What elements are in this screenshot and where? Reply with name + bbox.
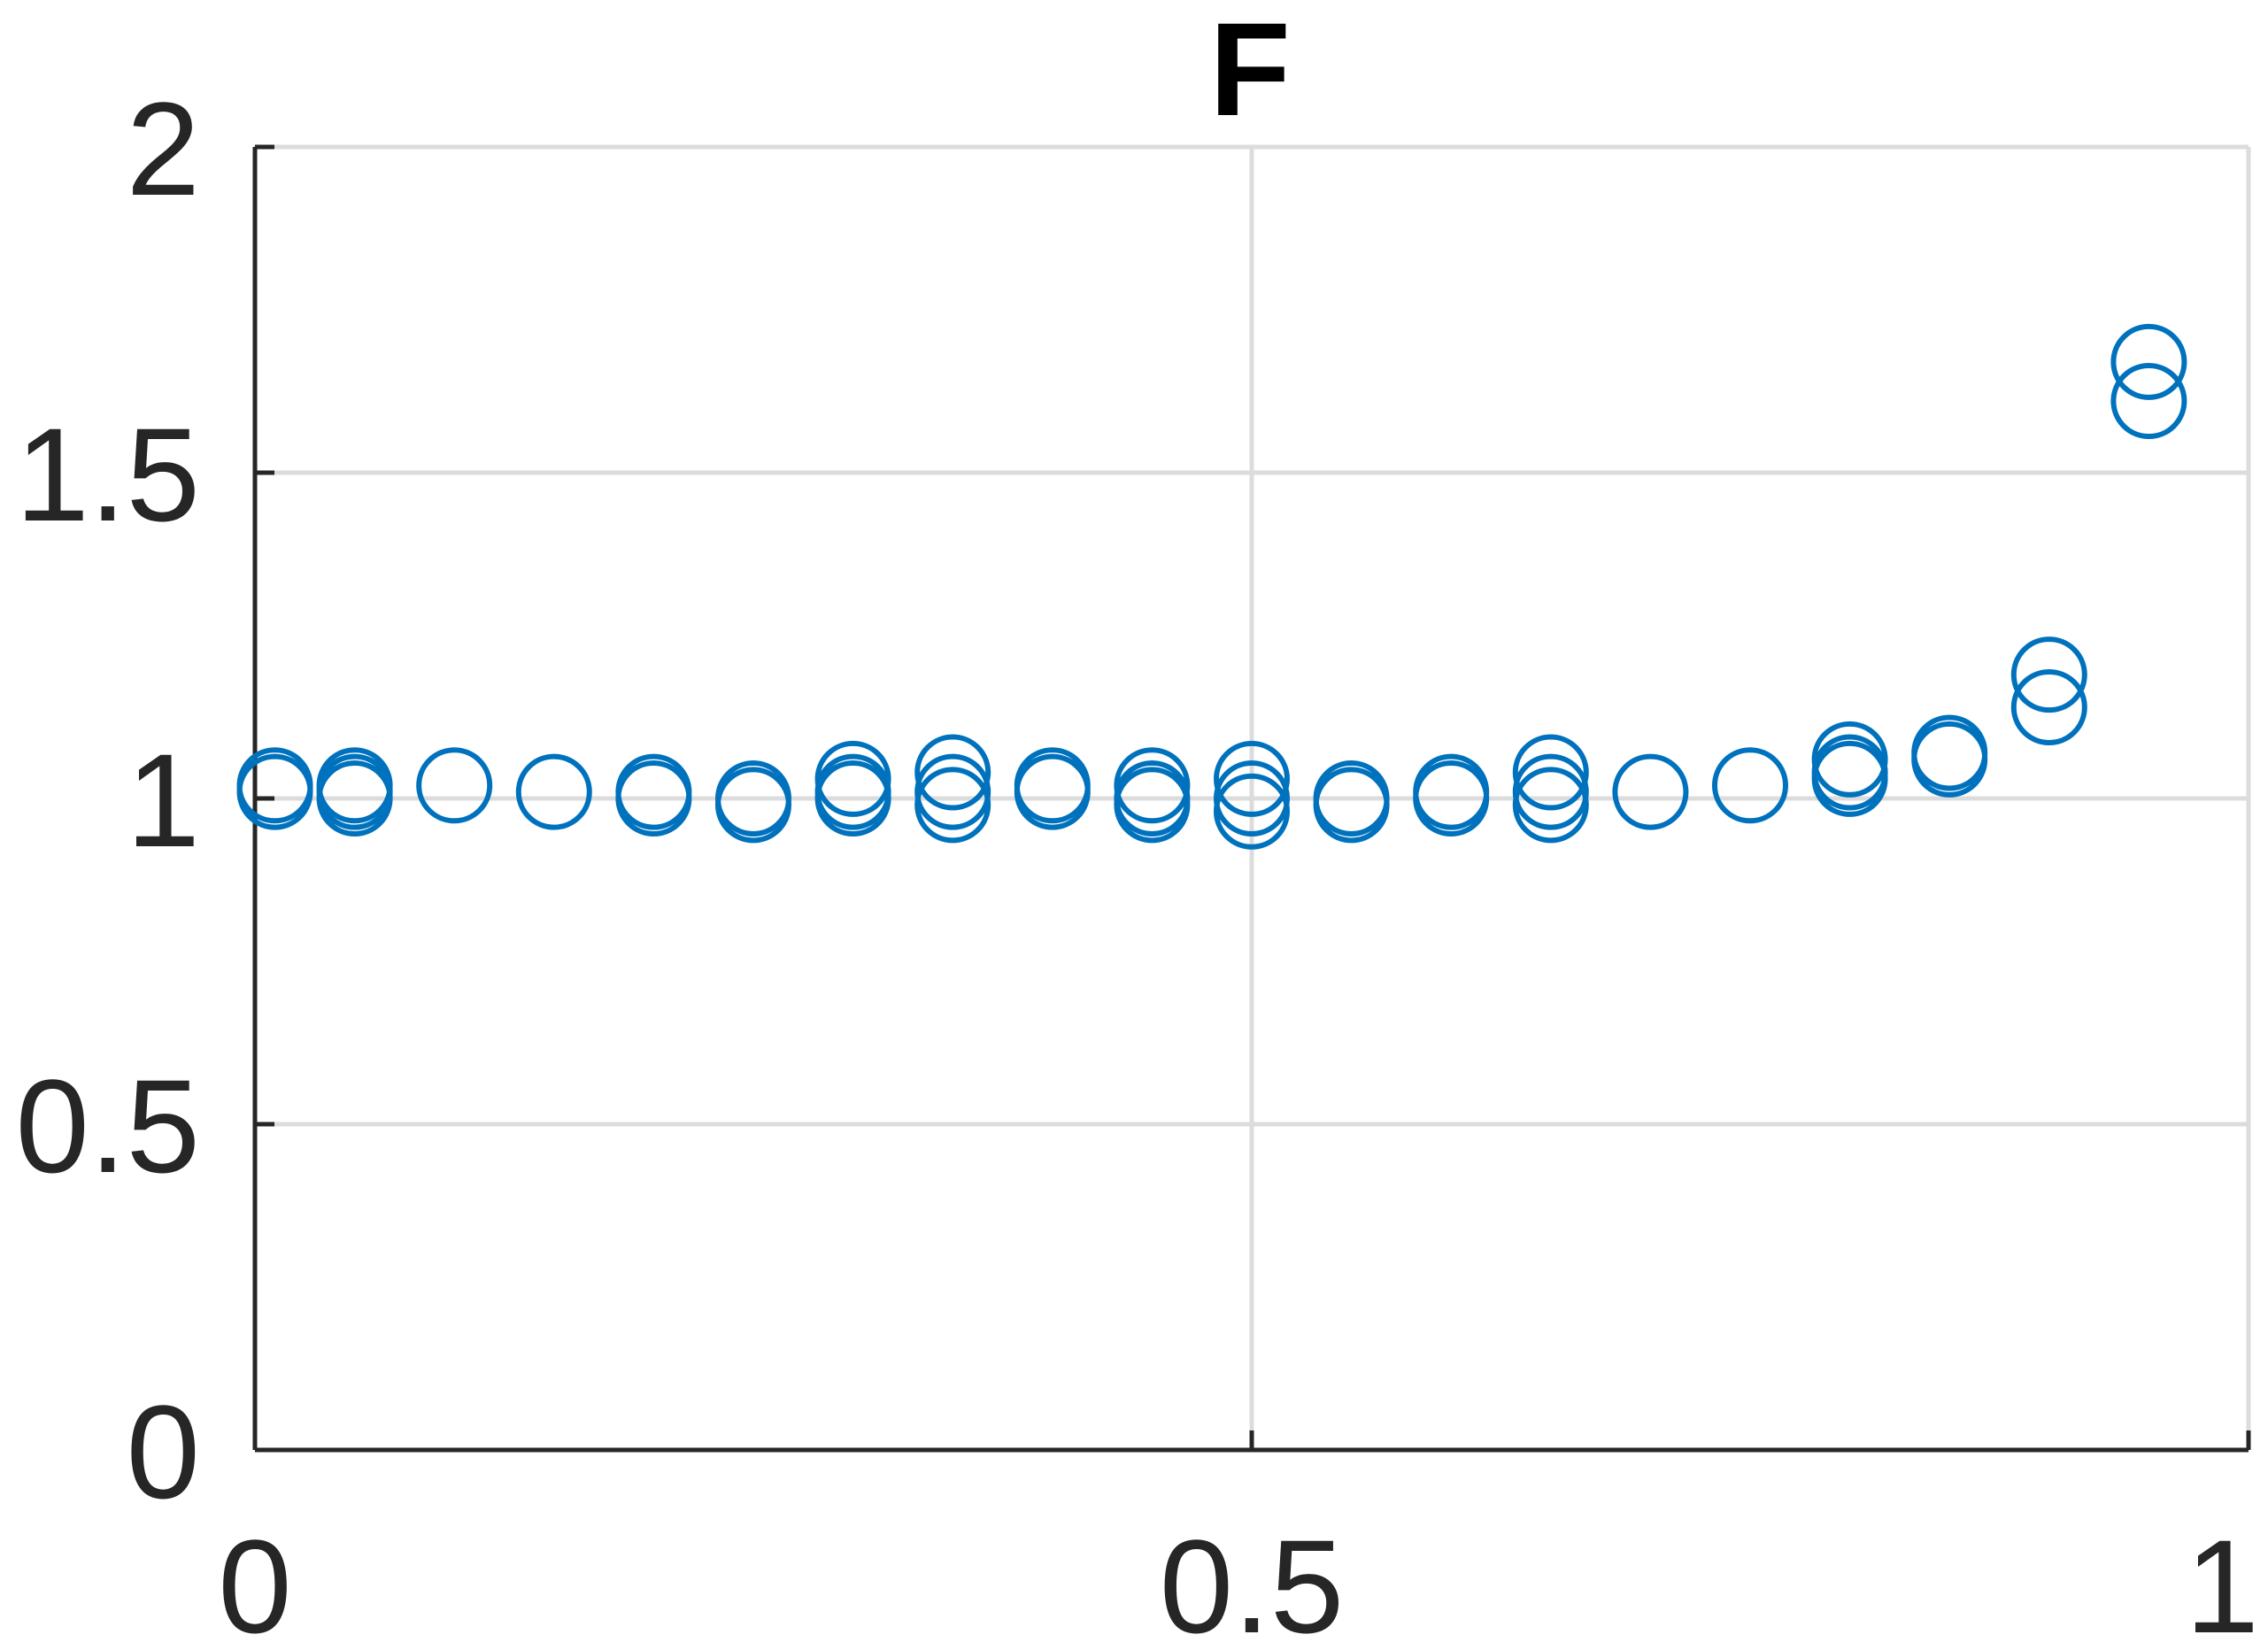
data-point: [615, 753, 692, 830]
data-point: [416, 747, 493, 824]
data-point: [715, 767, 791, 844]
data-point: [615, 760, 692, 837]
data-point: [814, 760, 891, 837]
data-point: [1811, 740, 1888, 817]
x-tick-label: 0: [218, 1512, 291, 1650]
y-tick-label: 0: [127, 1377, 200, 1526]
data-point: [1413, 760, 1490, 837]
data-point: [236, 753, 313, 830]
data-point: [1512, 734, 1589, 811]
data-point: [316, 760, 393, 837]
data-points: [236, 323, 2187, 850]
chart-title: F: [1209, 0, 1291, 143]
data-point: [2110, 323, 2187, 400]
data-point: [1911, 714, 1988, 791]
data-point: [1911, 721, 1988, 798]
tick-labels: 0 0.5 1 1.5 2 0 0.5 1: [15, 74, 2259, 1650]
data-point: [1014, 753, 1091, 830]
y-tick-label: 0.5: [15, 1052, 200, 1200]
data-point: [1512, 767, 1589, 844]
data-point: [2010, 636, 2087, 713]
axis-ticks: [252, 144, 2251, 1453]
y-tick-label: 2: [127, 74, 200, 223]
data-point: [1413, 753, 1490, 830]
data-point: [1214, 740, 1290, 817]
data-point: [1114, 767, 1191, 844]
data-point: [1712, 747, 1788, 824]
grid-lines: [252, 144, 2251, 1453]
data-point: [1214, 773, 1290, 850]
y-tick-label: 1.5: [15, 400, 200, 549]
data-point: [1014, 747, 1091, 824]
data-point: [515, 753, 592, 830]
y-tick-label: 1: [127, 726, 200, 875]
data-point: [316, 753, 393, 830]
data-point: [2110, 363, 2187, 440]
data-point: [236, 747, 313, 824]
x-tick-label: 1: [2186, 1512, 2259, 1650]
data-point: [1612, 753, 1689, 830]
x-tick-label: 0.5: [1160, 1512, 1345, 1650]
data-point: [2010, 668, 2087, 745]
data-point: [1313, 767, 1390, 844]
data-point: [914, 767, 991, 844]
data-point: [914, 734, 991, 811]
